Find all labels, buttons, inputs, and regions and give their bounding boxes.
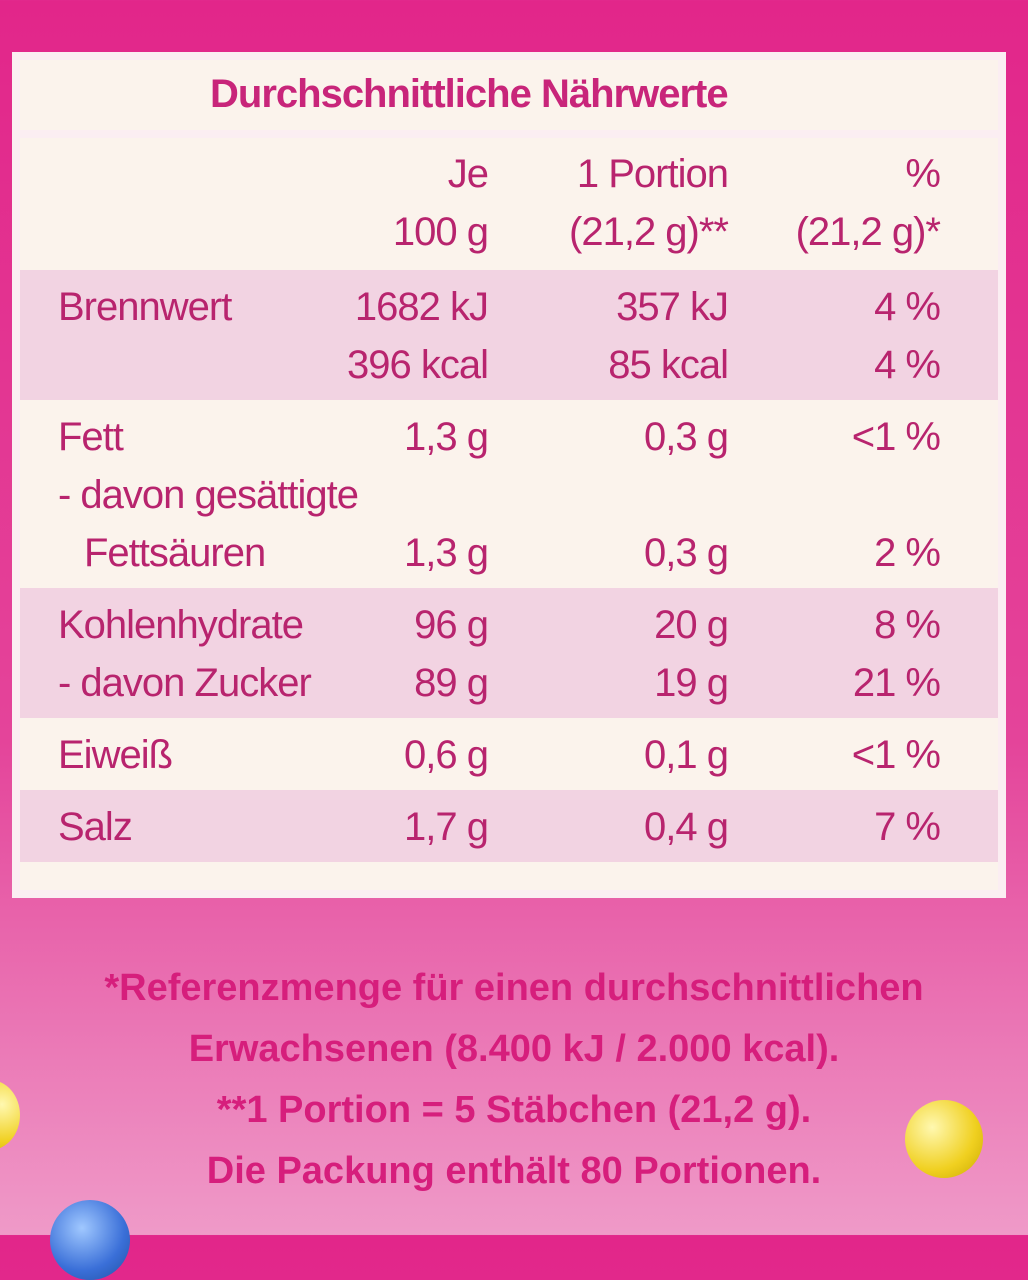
value-cell: 4 % xyxy=(874,285,941,329)
header-cell: (21,2 g)** xyxy=(569,210,729,254)
value-cell: <1 % xyxy=(851,733,941,777)
value-cell: <1 % xyxy=(851,415,941,459)
header-cell: (21,2 g)* xyxy=(795,210,941,254)
value-cell: 89 g xyxy=(414,661,489,705)
row-label: - davon gesättigte xyxy=(58,473,359,517)
footnote-line: Die Packung enthält 80 Portionen. xyxy=(206,1150,822,1192)
footnote-line: Erwachsenen (8.400 kJ / 2.000 kcal). xyxy=(188,1028,840,1070)
row-label: - davon Zucker xyxy=(58,661,312,705)
row-group xyxy=(20,588,998,718)
value-cell: 20 g xyxy=(654,603,729,647)
row-label: Salz xyxy=(58,805,133,849)
value-cell: 1682 kJ xyxy=(354,285,489,329)
row-group xyxy=(20,790,998,862)
blue-ball xyxy=(50,1200,130,1280)
value-cell: 396 kcal xyxy=(347,343,489,387)
value-cell: 96 g xyxy=(414,603,489,647)
footnote-line: *Referenzmenge für einen durchschnittlic… xyxy=(104,967,924,1009)
header-cell: % xyxy=(905,152,941,196)
value-cell: 8 % xyxy=(874,603,941,647)
value-cell: 19 g xyxy=(654,661,729,705)
yellow-ball xyxy=(905,1100,983,1178)
footnote-line: **1 Portion = 5 Stäbchen (21,2 g). xyxy=(216,1089,812,1131)
table-title: Durchschnittliche Nährwerte xyxy=(210,72,729,116)
row-group xyxy=(20,718,998,790)
row-label: Fettsäuren xyxy=(84,531,266,575)
row-label: Kohlenhydrate xyxy=(58,603,304,647)
value-cell: 85 kcal xyxy=(608,343,729,387)
nutrition-table: Durchschnittliche Nährwerte Je 100 g 1 Por… xyxy=(12,52,1006,898)
row-group xyxy=(20,400,998,588)
value-cell: 0,6 g xyxy=(404,733,489,777)
row-label: Eiweiß xyxy=(58,733,173,777)
value-cell: 1,3 g xyxy=(404,531,489,575)
header-cell: 100 g xyxy=(392,210,489,254)
header-cell: Je xyxy=(447,152,489,196)
value-cell: 0,1 g xyxy=(644,733,729,777)
title-band xyxy=(20,60,998,138)
value-cell: 2 % xyxy=(874,531,941,575)
value-cell: 4 % xyxy=(874,343,941,387)
value-cell: 357 kJ xyxy=(616,285,729,329)
value-cell: 21 % xyxy=(852,661,941,705)
row-label: Brennwert xyxy=(58,285,232,329)
value-cell: 1,3 g xyxy=(404,415,489,459)
value-cell: 0,4 g xyxy=(644,805,729,849)
value-cell: 0,3 g xyxy=(644,415,729,459)
value-cell: 0,3 g xyxy=(644,531,729,575)
row-label: Fett xyxy=(58,415,124,459)
value-cell: 1,7 g xyxy=(404,805,489,849)
header-cell: 1 Portion xyxy=(576,152,729,196)
row-group xyxy=(20,270,998,400)
yellow-ball xyxy=(0,1080,20,1150)
value-cell: 7 % xyxy=(874,805,941,849)
